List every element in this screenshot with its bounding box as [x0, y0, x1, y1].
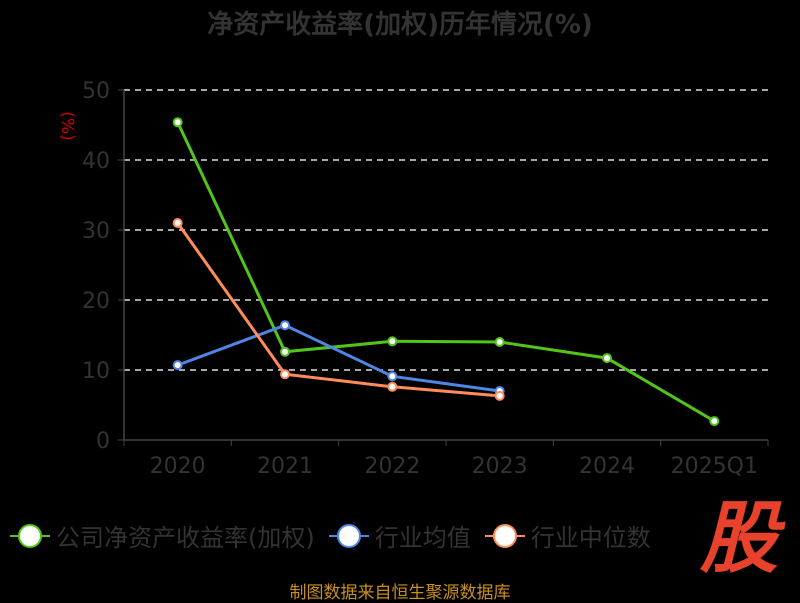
data-point — [494, 337, 505, 347]
y-axis-label: (%) — [57, 111, 77, 140]
series-line-2 — [176, 222, 500, 398]
data-point — [172, 360, 183, 371]
legend-label: 行业中位数 — [530, 524, 651, 552]
chart-title: 净资产收益率(加权)历年情况(%) — [207, 10, 593, 40]
legend-label: 行业均值 — [374, 524, 471, 552]
data-point — [172, 117, 183, 128]
legend-item[interactable]: 公司净资产收益率(加权) — [10, 518, 315, 553]
data-point — [280, 346, 290, 357]
legend-marker-icon — [10, 523, 50, 548]
data-point — [494, 390, 505, 401]
logo: 股 — [700, 494, 779, 584]
source-note: 制图数据来自恒生聚源数据库 — [289, 583, 511, 603]
x-tick-label: 2024 — [579, 454, 635, 479]
y-tick-label: 20 — [82, 289, 110, 314]
y-tick-label: 30 — [82, 219, 110, 244]
line-chart: 0 10 20 30 40 50(%) 2020 2021 2022 2023 2024 2025Q1 — [57, 79, 769, 479]
data-point — [387, 336, 398, 347]
y-tick-label: 10 — [82, 359, 110, 384]
data-point — [387, 381, 398, 392]
x-tick-label: 2023 — [472, 454, 528, 479]
y-tick-label: 50 — [82, 79, 110, 104]
legend-item[interactable]: 行业中位数 — [484, 518, 651, 553]
data-point — [280, 320, 290, 331]
legend-marker-icon — [484, 523, 525, 548]
series-line-1 — [177, 323, 500, 393]
y-tick-label: 40 — [82, 149, 110, 174]
data-point — [172, 218, 183, 228]
data-point — [280, 369, 290, 380]
y-tick-label: 0 — [96, 429, 110, 454]
series-line-0 — [176, 121, 716, 423]
data-point — [387, 371, 398, 382]
x-tick-label: 2022 — [364, 454, 420, 479]
data-point — [602, 353, 612, 364]
legend: 公司净资产收益率(加权) 行业均值 行业中位数 — [10, 518, 665, 553]
data-point — [709, 416, 720, 427]
legend-item[interactable]: 行业均值 — [328, 518, 471, 553]
legend-marker-icon — [328, 523, 369, 548]
x-tick-label: 2021 — [257, 454, 313, 479]
x-tick-label: 2020 — [150, 454, 206, 479]
legend-label: 公司净资产收益率(加权) — [56, 524, 315, 552]
x-tick-label: 2025Q1 — [671, 454, 758, 479]
